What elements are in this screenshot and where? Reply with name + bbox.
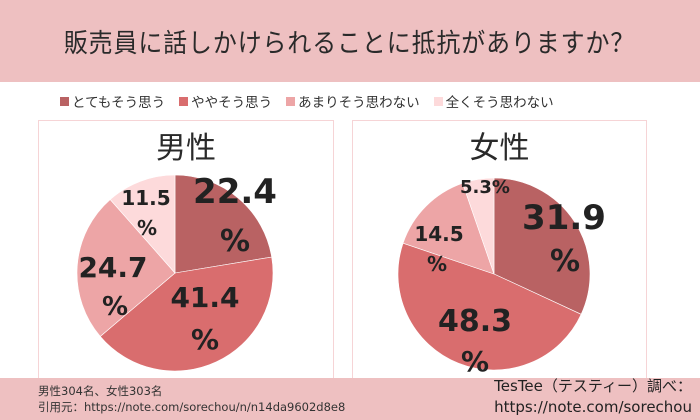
- legend-label: あまりそう思わない: [298, 95, 420, 111]
- pie-slice: [402, 182, 495, 275]
- female-label-strongly-agree-pct: %: [550, 244, 580, 279]
- source-citation: 引用元：https://note.com/sorechou/n/n14da960…: [38, 400, 346, 414]
- legend-swatch: [179, 96, 189, 106]
- survey-credit: TesTee（テスティー）調べ：: [494, 377, 692, 395]
- footer-notes: 男性304名、女性303名 引用元：https://note.com/sorec…: [38, 383, 345, 415]
- pie-slice: [462, 177, 495, 275]
- legend-swatch: [433, 96, 443, 106]
- page-title: 販売員に話しかけられることに抵抗がありますか？: [64, 28, 636, 59]
- male-label-strongly-agree-pct: %: [220, 224, 250, 259]
- footer: 男性304名、女性303名 引用元：https://note.com/sorec…: [0, 376, 700, 420]
- female-pie-slices: [397, 177, 591, 371]
- legend-item-strongly-agree: とてもそう思う: [60, 91, 165, 111]
- legend-item-strongly-disagree: 全くそう思わない: [433, 91, 554, 111]
- pie-slice: [493, 177, 591, 315]
- footer-credit: TesTee（テスティー）調べ： https://note.com/sorech…: [494, 376, 692, 418]
- female-pie-labels: 31.9 % 48.3 % 14.5 % 5.3%: [414, 177, 606, 378]
- male-label-strongly-disagree: 11.5: [121, 186, 170, 210]
- female-chart-title: 女性: [469, 131, 530, 166]
- female-label-somewhat-disagree-pct: %: [427, 252, 447, 276]
- pie-slice: [109, 174, 176, 274]
- pie-slice: [174, 174, 273, 274]
- pie-slice: [99, 256, 274, 372]
- male-pie-slices: [76, 174, 274, 372]
- male-label-strongly-agree: 22.4: [193, 172, 277, 212]
- sample-size: 男性304名、女性303名: [38, 384, 163, 398]
- female-label-somewhat-agree: 48.3: [438, 304, 512, 339]
- female-label-strongly-agree: 31.9: [522, 198, 606, 238]
- male-label-somewhat-disagree: 24.7: [78, 251, 147, 284]
- pie-slice: [397, 242, 582, 371]
- header-banner: 販売員に話しかけられることに抵抗がありますか？: [0, 0, 700, 82]
- legend-item-somewhat-agree: ややそう思う: [179, 91, 272, 111]
- male-label-somewhat-agree: 41.4: [170, 281, 239, 314]
- female-label-somewhat-agree-pct: %: [461, 345, 489, 378]
- male-chart-panel: 男性 22.4 % 41.4 % 24.7 % 11.5 %: [38, 120, 334, 384]
- male-pie-chart: 22.4 % 41.4 % 24.7 % 11.5 %: [76, 172, 277, 372]
- legend-swatch: [286, 96, 296, 106]
- legend-item-somewhat-disagree: あまりそう思わない: [286, 91, 420, 111]
- male-chart-title: 男性: [156, 131, 216, 166]
- legend-label: ややそう思う: [191, 95, 273, 111]
- female-label-somewhat-disagree: 14.5: [414, 222, 463, 246]
- pie-slice: [76, 199, 176, 337]
- male-label-somewhat-disagree-pct: %: [102, 292, 128, 322]
- legend-label: 全くそう思わない: [445, 95, 554, 111]
- female-label-strongly-disagree: 5.3%: [460, 177, 510, 198]
- male-label-strongly-disagree-pct: %: [137, 216, 157, 240]
- male-pie-labels: 22.4 % 41.4 % 24.7 % 11.5 %: [78, 172, 276, 356]
- legend-swatch: [60, 96, 69, 106]
- female-pie-chart: 31.9 % 48.3 % 14.5 % 5.3%: [397, 177, 606, 378]
- credit-url: https://note.com/sorechou: [494, 398, 692, 416]
- legend-label: とてもそう思う: [72, 95, 166, 111]
- female-chart-panel: 女性 31.9 % 48.3 % 14.5 % 5.3%: [352, 120, 647, 384]
- male-label-somewhat-agree-pct: %: [191, 323, 219, 356]
- legend: とてもそう思う ややそう思う あまりそう思わない 全くそう思わない: [60, 90, 554, 112]
